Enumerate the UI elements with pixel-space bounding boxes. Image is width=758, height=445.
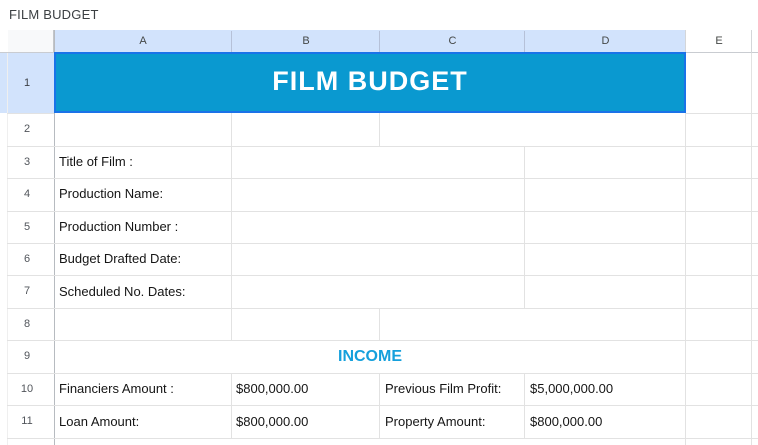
gridline-d-e <box>685 30 686 53</box>
row-header-8[interactable]: 8 <box>0 308 54 340</box>
income-section-header[interactable]: INCOME <box>338 348 402 365</box>
cell-a7-scheduled-no-dates[interactable]: Scheduled No. Dates: <box>59 284 186 299</box>
cell-c10-previous-film-profit[interactable]: Previous Film Profit: <box>385 381 502 396</box>
cell-c11-property-amount[interactable]: Property Amount: <box>385 414 486 429</box>
header-separator <box>379 31 380 52</box>
gridline-row <box>7 243 758 244</box>
row-header-7[interactable]: 7 <box>0 275 54 308</box>
cell-d11-property-value[interactable]: $800,000.00 <box>530 414 603 429</box>
select-all-corner[interactable] <box>8 30 54 53</box>
cell-b10-financiers-value[interactable]: $800,000.00 <box>236 381 309 396</box>
gridline-row <box>7 340 758 341</box>
gridline-row <box>7 373 758 374</box>
banner-cell-film-budget[interactable]: FILM BUDGET <box>54 52 686 113</box>
gridline-row <box>7 113 54 114</box>
column-header-a[interactable]: A <box>54 30 232 53</box>
column-header-b[interactable]: B <box>232 30 380 53</box>
gridline-row <box>7 178 758 179</box>
row-header-5[interactable]: 5 <box>0 211 54 243</box>
row-header-10[interactable]: 10 <box>0 373 54 405</box>
gridline-d-e <box>685 53 686 445</box>
gridline-e-f <box>751 53 752 445</box>
cell-b11-loan-value[interactable]: $800,000.00 <box>236 414 309 429</box>
row-header-1[interactable]: 1 <box>0 53 54 113</box>
column-header-c[interactable]: C <box>380 30 525 53</box>
row-header-4[interactable]: 4 <box>0 178 54 211</box>
gridline-row <box>7 405 758 406</box>
cell-a5-production-number[interactable]: Production Number : <box>59 219 179 234</box>
column-header-f-partial[interactable] <box>752 30 758 53</box>
gridline-c-d <box>524 146 525 308</box>
cell-a3-title-of-film[interactable]: Title of Film : <box>59 154 133 169</box>
gridline-row <box>685 113 758 114</box>
row-header-9[interactable]: 9 <box>0 340 54 373</box>
gridline-row <box>7 211 758 212</box>
row-header-11[interactable]: 11 <box>0 405 54 438</box>
gridline-row <box>7 308 758 309</box>
column-header-d[interactable]: D <box>525 30 686 53</box>
header-separator <box>524 31 525 52</box>
row-header-border <box>54 30 55 445</box>
gridline-b-c <box>379 113 380 146</box>
cell-a6-budget-drafted-date[interactable]: Budget Drafted Date: <box>59 251 182 266</box>
cell-a11-loan-amount[interactable]: Loan Amount: <box>59 414 140 429</box>
gridline-row <box>7 275 758 276</box>
row-header-2[interactable]: 2 <box>0 113 54 146</box>
gridline-row <box>7 146 758 147</box>
cell-a10-financiers-amount[interactable]: Financiers Amount : <box>59 381 174 396</box>
gridline-e-f <box>751 30 752 53</box>
row-header-6[interactable]: 6 <box>0 243 54 275</box>
cell-a4-production-name[interactable]: Production Name: <box>59 186 164 201</box>
row-header-3[interactable]: 3 <box>0 146 54 178</box>
row-header-margin-line <box>7 53 8 445</box>
header-separator <box>231 31 232 52</box>
gridline-a-b <box>231 113 232 340</box>
cell-d10-previous-profit-value[interactable]: $5,000,000.00 <box>530 381 614 396</box>
column-header-e[interactable]: E <box>686 30 752 53</box>
gridline-b-c <box>379 308 380 340</box>
sheet-title: FILM BUDGET <box>9 7 99 22</box>
gridline-row <box>7 438 758 439</box>
